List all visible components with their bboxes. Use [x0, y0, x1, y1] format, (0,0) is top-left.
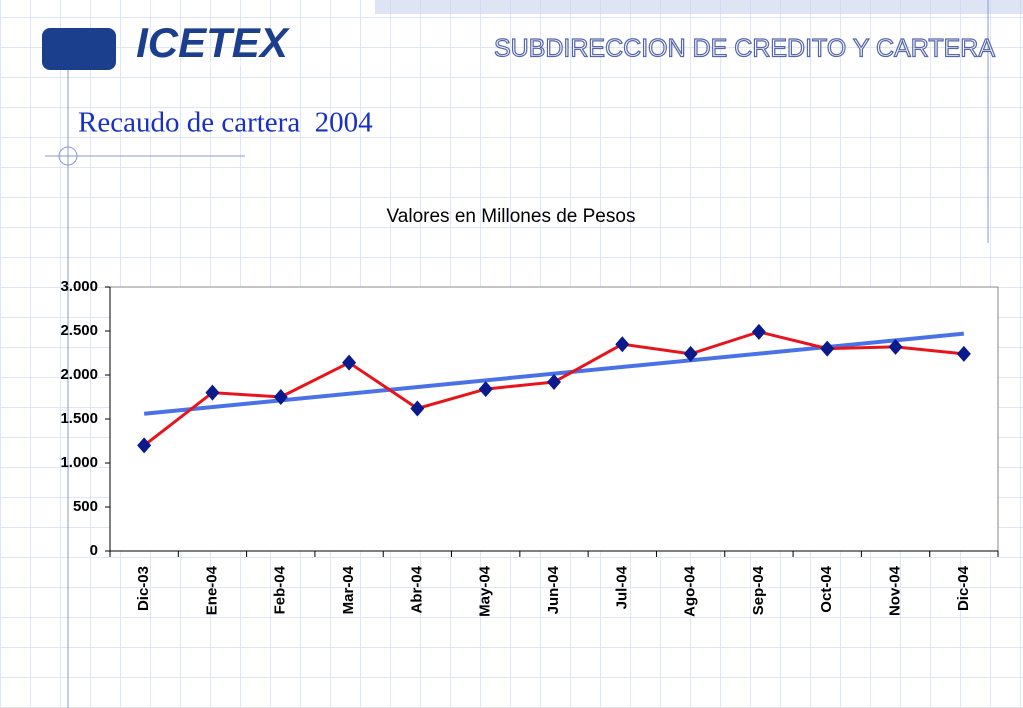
x-tick-label: Jun-04	[545, 565, 562, 614]
y-tick-label: 3.000	[60, 278, 98, 295]
y-tick-label: 500	[73, 498, 98, 515]
marker	[820, 340, 835, 357]
marker	[956, 345, 971, 362]
x-tick-label: Oct-04	[818, 565, 835, 612]
plot-area	[109, 286, 999, 552]
x-tick-label: Dic-03	[135, 566, 152, 611]
marker	[410, 400, 425, 417]
x-tick-label: Abr-04	[408, 565, 425, 613]
chart-title: Valores en Millones de Pesos	[387, 206, 636, 227]
x-tick-label: Jul-04	[613, 565, 630, 609]
x-tick-label: Ago-04	[682, 565, 699, 616]
marker	[683, 345, 698, 362]
header-band	[375, 0, 1023, 14]
marker	[342, 354, 357, 371]
marker	[547, 374, 561, 391]
x-tick-label: Dic-04	[955, 565, 972, 611]
y-tick-label: 1.500	[60, 410, 98, 427]
marker	[751, 323, 766, 340]
marker	[273, 389, 288, 405]
x-tick-label: Sep-04	[750, 565, 767, 615]
x-tick-label: Mar-04	[340, 565, 357, 614]
marker	[615, 336, 630, 353]
logo: ICETEX	[136, 19, 291, 66]
logo-tagline: Invertimos en el talento de los colombia…	[142, 62, 257, 68]
slide-title: Recaudo de cartera 2004	[78, 107, 373, 139]
y-tick-label: 2.000	[60, 366, 98, 383]
logo-globe	[42, 28, 116, 70]
x-tick-label: Feb-04	[272, 565, 289, 614]
x-tick-label: May-04	[477, 565, 494, 617]
marker	[205, 384, 220, 401]
y-tick-label: 1.000	[60, 454, 98, 471]
y-tick-label: 2.500	[60, 322, 98, 339]
x-tick-label: Nov-04	[887, 565, 904, 616]
marker	[888, 338, 903, 355]
marker	[478, 381, 493, 398]
heading: SUBDIRECCION DE CREDITO Y CARTERA	[494, 35, 995, 63]
x-tick-label: Ene-04	[203, 565, 220, 615]
deco-circle	[58, 146, 78, 166]
marker	[137, 437, 152, 454]
y-tick-label: 0	[90, 542, 98, 559]
